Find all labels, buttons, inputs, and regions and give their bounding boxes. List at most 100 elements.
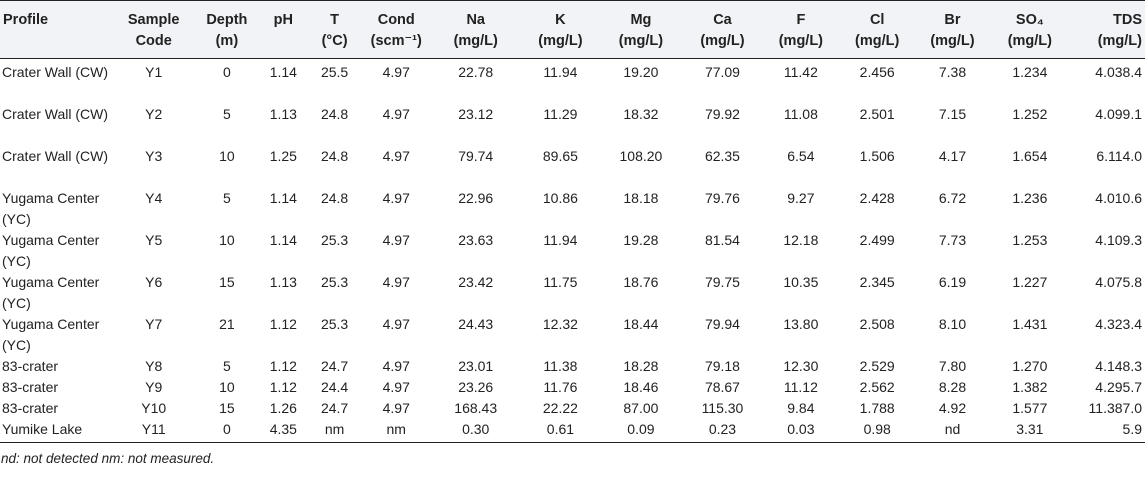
table-cell: 24.8 — [320, 106, 349, 122]
column-header-unit: (scm⁻¹) — [370, 33, 422, 49]
table-row: Yugama Center (YC) Y4 5 1.14 24.8 4.97 22.96 10… — [0, 188, 1145, 230]
table-cell: 62.35 — [704, 148, 740, 164]
column-header: TDS (mg/L) — [1070, 0, 1145, 59]
table-cell: 5 — [222, 190, 231, 206]
table-cell: 18.28 — [623, 358, 659, 374]
table-cell: 11.29 — [543, 106, 578, 122]
table-cell: 7.38 — [938, 64, 967, 80]
table-cell: 9.84 — [787, 400, 815, 416]
table-cell: 23.12 — [458, 106, 494, 122]
column-header-unit: (°C) — [321, 33, 348, 49]
table-cell: 2.428 — [859, 190, 895, 206]
table-row: Yumike Lake Y11 0 4.35 nm nm 0.30 0.61 0.09 0.23 0… — [0, 419, 1145, 443]
profile-cell: 83-crater — [2, 358, 59, 374]
table-row: 83-crater Y10 15 1.26 24.7 4.97 168.43 22.22 87.… — [0, 398, 1145, 419]
column-header: Depth (m) — [194, 0, 260, 59]
table-header: Profile Sample Code Depth (m) pH T (°C) Cond (scm… — [0, 0, 1145, 59]
table-cell: 79.76 — [704, 190, 740, 206]
table-cell: 6.19 — [938, 274, 967, 290]
table-cell: 24.7 — [320, 400, 349, 416]
profile-cell: Yugama Center (YC) — [2, 232, 100, 269]
table-cell: 18.44 — [623, 316, 659, 332]
table-cell: 2.508 — [859, 316, 895, 332]
table-cell: 6.54 — [787, 148, 815, 164]
table-cell: 4.323.4 — [1095, 316, 1142, 332]
table-cell: 7.73 — [938, 232, 967, 248]
table-cell: 1.14 — [269, 64, 297, 80]
column-header-name: Ca — [713, 12, 732, 28]
profile-cell: 83-crater — [2, 379, 59, 395]
table-cell: 1.234 — [1012, 64, 1048, 80]
table-cell: 25.3 — [320, 232, 349, 248]
table-cell: nm — [307, 419, 362, 443]
table-cell: Y9 — [145, 379, 163, 395]
table-cell: 11.38 — [543, 358, 578, 374]
column-header: F (mg/L) — [763, 0, 839, 59]
column-header-unit: (mg/L) — [855, 33, 900, 49]
column-header-name: Na — [466, 12, 485, 28]
table-cell: 1.227 — [1012, 274, 1048, 290]
table-cell: 0.23 — [681, 419, 764, 443]
column-header: Ca (mg/L) — [681, 0, 764, 59]
column-header-name: Br — [944, 12, 961, 28]
table-cell: 1.12 — [269, 316, 297, 332]
table-cell: 1.252 — [1012, 106, 1048, 122]
table-cell: 9.27 — [787, 190, 815, 206]
table-cell: 4.17 — [938, 148, 967, 164]
table-cell: 79.92 — [704, 106, 740, 122]
table-cell: 1.13 — [269, 274, 297, 290]
column-header: T (°C) — [307, 0, 362, 59]
table-cell: 15 — [219, 400, 235, 416]
column-header-name: SO₄ — [1015, 12, 1044, 28]
table-cell: 1.253 — [1012, 232, 1048, 248]
table-cell: 11.42 — [783, 64, 818, 80]
table-cell: nm — [361, 419, 431, 443]
column-header: Cond (scm⁻¹) — [361, 0, 431, 59]
column-header-unit: (mg/L) — [778, 33, 824, 49]
table-cell: 115.30 — [701, 400, 744, 416]
table-cell: 18.32 — [623, 106, 659, 122]
table-cell: 18.18 — [623, 190, 659, 206]
column-header-unit: (m) — [215, 33, 239, 49]
table-cell: Y1 — [145, 64, 163, 80]
table-cell: 4.97 — [382, 106, 410, 122]
table-cell: 11.76 — [543, 379, 578, 395]
table-cell: 10 — [219, 232, 235, 248]
profile-cell: Crater Wall (CW) — [2, 148, 109, 164]
table-cell: 0.61 — [520, 419, 601, 443]
column-header-name: pH — [273, 12, 294, 28]
table-cell: 4.97 — [382, 190, 410, 206]
table-cell: 0 — [222, 64, 231, 80]
column-header-unit: (mg/L) — [700, 33, 745, 49]
table-cell: 24.43 — [458, 316, 494, 332]
table-cell: 7.15 — [938, 106, 967, 122]
table-cell: 77.09 — [704, 64, 740, 80]
table-cell: 1.14 — [269, 232, 297, 248]
table-cell: 81.54 — [704, 232, 740, 248]
table-cell: 1.654 — [1012, 148, 1048, 164]
profile-cell: Yugama Center (YC) — [2, 274, 100, 311]
table-cell: 108.20 — [619, 148, 663, 164]
column-header-name: Mg — [630, 12, 652, 28]
column-header: Profile — [0, 0, 113, 59]
table-row: Yugama Center (YC) Y5 10 1.14 25.3 4.97 23.63 1… — [0, 230, 1145, 272]
data-table-container: Profile Sample Code Depth (m) pH T (°C) Cond (scm… — [0, 0, 1145, 466]
table-cell: 2.499 — [859, 232, 895, 248]
table-cell: 24.7 — [320, 358, 349, 374]
column-header: Na (mg/L) — [430, 0, 521, 59]
column-header-unit: Code — [135, 33, 172, 49]
column-header-name: F — [796, 12, 806, 28]
table-cell: 23.26 — [458, 379, 494, 395]
table-cell: 15 — [219, 274, 235, 290]
table-cell: 3.31 — [989, 419, 1071, 443]
column-header: SO₄ (mg/L) — [989, 0, 1071, 59]
column-header: Sample Code — [112, 0, 195, 59]
table-cell: 24.8 — [320, 190, 349, 206]
column-header: Mg (mg/L) — [600, 0, 682, 59]
table-cell: 1.577 — [1012, 400, 1048, 416]
table-cell: 79.94 — [704, 316, 740, 332]
table-cell: nd — [915, 419, 990, 443]
table-row: 83-crater Y8 5 1.12 24.7 4.97 23.01 11.38 18.28 7… — [0, 356, 1145, 377]
table-cell: 25.3 — [320, 274, 349, 290]
table-footnote: nd: not detected nm: not measured. — [1, 451, 215, 466]
